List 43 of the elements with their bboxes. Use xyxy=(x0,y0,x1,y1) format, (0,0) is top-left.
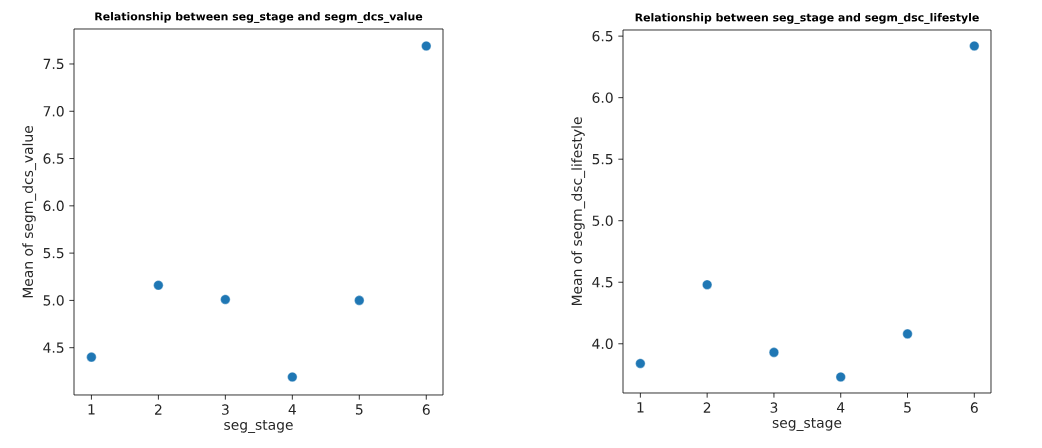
x-tick-label: 3 xyxy=(770,402,778,413)
point xyxy=(969,40,980,51)
point xyxy=(835,371,846,382)
y-tick-label: 4.5 xyxy=(592,277,613,288)
x-tick-label: 4 xyxy=(288,404,296,415)
x-tick-label: 5 xyxy=(904,402,911,413)
chart-title: Relationship between seg_stage and segm_dsc_lifestyle xyxy=(635,13,979,24)
y-tick-label: 7.0 xyxy=(43,106,64,117)
point xyxy=(153,280,164,291)
x-tick-label: 6 xyxy=(422,404,430,415)
x-tick-label: 3 xyxy=(222,404,229,415)
point xyxy=(768,347,779,358)
point xyxy=(702,279,713,290)
point xyxy=(635,358,646,369)
y-axis-title: Mean of segm_dcs_value xyxy=(22,126,37,298)
point xyxy=(220,294,231,305)
point xyxy=(86,352,97,363)
point xyxy=(421,41,432,52)
y-tick-label: 6.5 xyxy=(592,30,613,42)
x-tick-label: 2 xyxy=(155,404,162,415)
y-tick-label: 5.0 xyxy=(592,215,613,226)
y-axis-title: Mean of segm_dsc_lifestyle xyxy=(571,117,586,306)
y-tick-label: 5.0 xyxy=(43,295,64,306)
x-tick-label: 2 xyxy=(703,402,711,413)
x-tick-label: 1 xyxy=(637,402,644,413)
point xyxy=(354,295,365,306)
y-tick-label: 4.0 xyxy=(592,338,613,349)
y-tick-label: 6.0 xyxy=(592,92,613,103)
y-tick-label: 7.5 xyxy=(43,58,64,70)
x-tick-label: 6 xyxy=(970,402,978,413)
point xyxy=(902,328,913,339)
y-tick-label: 6.0 xyxy=(43,200,64,212)
y-tick-label: 6.5 xyxy=(43,153,64,164)
point xyxy=(287,372,298,383)
x-axis-title: seg_stage xyxy=(224,420,293,433)
x-tick-label: 5 xyxy=(355,404,363,415)
y-tick-label: 4.5 xyxy=(43,342,64,353)
y-tick-label: 5.5 xyxy=(43,247,64,259)
x-tick-label: 4 xyxy=(836,402,845,413)
y-tick-label: 5.5 xyxy=(592,154,613,165)
chart-title: Relationship between seg_stage and segm_dcs_value xyxy=(95,12,423,23)
x-axis-title: seg_stage xyxy=(772,418,842,431)
x-tick-label: 1 xyxy=(88,404,95,415)
